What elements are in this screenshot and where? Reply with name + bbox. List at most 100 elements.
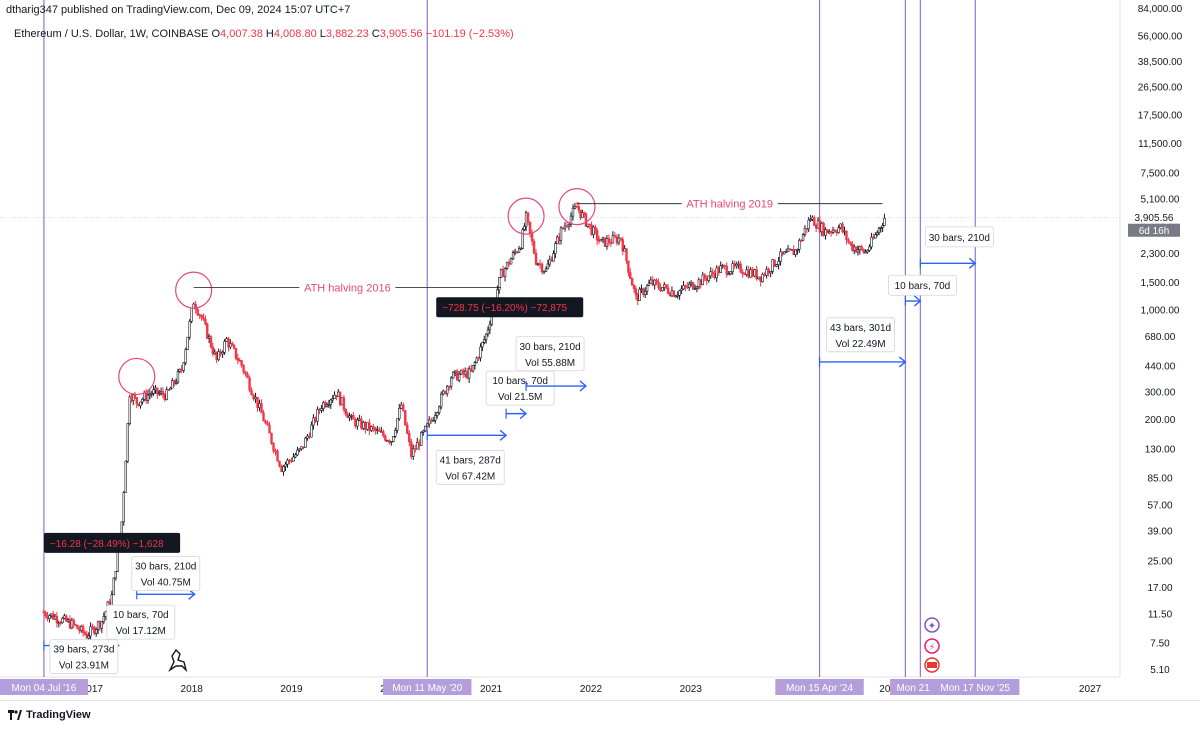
- price-scale[interactable]: 84,000.00 56,000.00 38,500.00 26,500.00 17,5…: [1138, 4, 1183, 676]
- candle-body: [325, 404, 329, 407]
- candle-body: [483, 339, 486, 343]
- candle-body: [638, 288, 641, 301]
- candle-body: [270, 432, 273, 444]
- candle-body: [169, 387, 172, 391]
- candle-body: [414, 448, 417, 451]
- candle-body: [554, 243, 557, 254]
- candle-body: [676, 294, 679, 297]
- candle-body: [159, 390, 163, 394]
- candle-body: [607, 238, 611, 243]
- candle-body: [400, 404, 403, 409]
- measure-bars-label: 41 bars, 287d: [440, 455, 501, 466]
- candle-body: [457, 373, 461, 381]
- candle-body: [53, 615, 57, 620]
- candle-body: [540, 263, 544, 273]
- candle-body: [528, 221, 532, 234]
- candle-body: [188, 320, 191, 338]
- candle-body: [788, 248, 792, 251]
- candle-body: [76, 624, 79, 630]
- candle-body: [428, 419, 431, 425]
- chart-canvas[interactable]: ATH halving 2016 ATH halving 2019 −16.28 (…: [0, 0, 1200, 700]
- candle-body: [856, 249, 860, 253]
- candle-body: [615, 236, 619, 244]
- candle-body: [80, 625, 83, 631]
- measure-box: [106, 604, 176, 640]
- candle-body: [50, 613, 53, 616]
- measure-vol-label: Vol 17.12M: [116, 626, 166, 637]
- y-tick-label: 7.50: [1150, 639, 1170, 650]
- candle-body: [597, 239, 601, 242]
- candle-body: [743, 273, 746, 276]
- candle-body: [207, 336, 211, 339]
- candle-body: [678, 290, 681, 296]
- candle-body: [479, 346, 482, 359]
- lightning-icon[interactable]: [924, 638, 940, 654]
- countdown-value: 6d 16h: [1139, 226, 1170, 237]
- candle-body: [751, 269, 754, 277]
- sparkle-icon[interactable]: [924, 617, 940, 633]
- candle-body: [424, 425, 427, 432]
- candle-body: [370, 426, 373, 431]
- candle-body: [146, 394, 150, 401]
- candle-body: [799, 240, 803, 242]
- candle-body: [406, 424, 409, 434]
- candle-body: [605, 238, 609, 247]
- measure-arrowhead: [519, 408, 528, 420]
- candle-body: [713, 273, 716, 279]
- candle-body: [178, 368, 182, 372]
- candle-body: [242, 365, 245, 373]
- measure-bars-label: 10 bars, 70d: [113, 610, 169, 621]
- candle-body: [532, 240, 536, 254]
- candle-body: [402, 404, 405, 411]
- candle-body: [158, 392, 161, 395]
- candle-body: [312, 417, 315, 426]
- candle-body: [346, 413, 349, 419]
- candle-body: [298, 448, 301, 451]
- candle-body: [416, 441, 419, 450]
- candle-body: [252, 394, 255, 400]
- measure-box: [131, 556, 201, 591]
- candle-body: [824, 229, 827, 236]
- candle-body: [91, 626, 94, 628]
- candle-body: [759, 276, 762, 282]
- x-tick-label: 2017: [81, 684, 104, 695]
- candle-body: [571, 207, 575, 217]
- candle-body: [699, 279, 702, 286]
- candle-body: [426, 423, 429, 427]
- y-tick-label: 17.00: [1147, 583, 1172, 594]
- candle-body: [174, 381, 178, 384]
- candle-body: [755, 269, 758, 280]
- candle-body: [266, 422, 269, 426]
- candle-body: [603, 237, 607, 247]
- candle-body: [707, 275, 710, 281]
- candle-body: [711, 271, 714, 274]
- tradingview-brand[interactable]: TradingView: [8, 709, 91, 721]
- candle-body: [100, 621, 104, 629]
- candle-body: [154, 387, 157, 391]
- candle-body: [741, 271, 744, 275]
- candle-body: [471, 365, 475, 372]
- candle-body: [78, 628, 81, 631]
- measure-bars-label: 43 bars, 301d: [830, 323, 891, 334]
- y-tick-label: 26,500.00: [1138, 82, 1183, 93]
- measure-bars-label: 39 bars, 273d: [53, 645, 114, 656]
- toolbar-icons[interactable]: ✦ ⚡: [924, 617, 940, 673]
- candle-body: [362, 422, 365, 429]
- candle-body: [148, 393, 152, 396]
- range-label: −16.28 (−28.49%) −1,628: [50, 539, 164, 550]
- candle-body: [335, 394, 338, 397]
- candle-body: [81, 625, 85, 633]
- candle-body: [288, 459, 291, 462]
- candle-body: [112, 577, 115, 596]
- candle-body: [354, 418, 357, 427]
- candle-body: [376, 429, 379, 431]
- candle-body: [735, 263, 738, 267]
- high-label: H: [265, 28, 274, 40]
- candle-body: [627, 260, 630, 273]
- footer: TradingView: [0, 700, 1200, 729]
- ath-label: ATH halving 2019: [686, 199, 773, 211]
- candle-body: [680, 288, 683, 291]
- candle-body: [542, 270, 546, 273]
- candle-body: [725, 265, 728, 275]
- candle-body: [196, 309, 199, 315]
